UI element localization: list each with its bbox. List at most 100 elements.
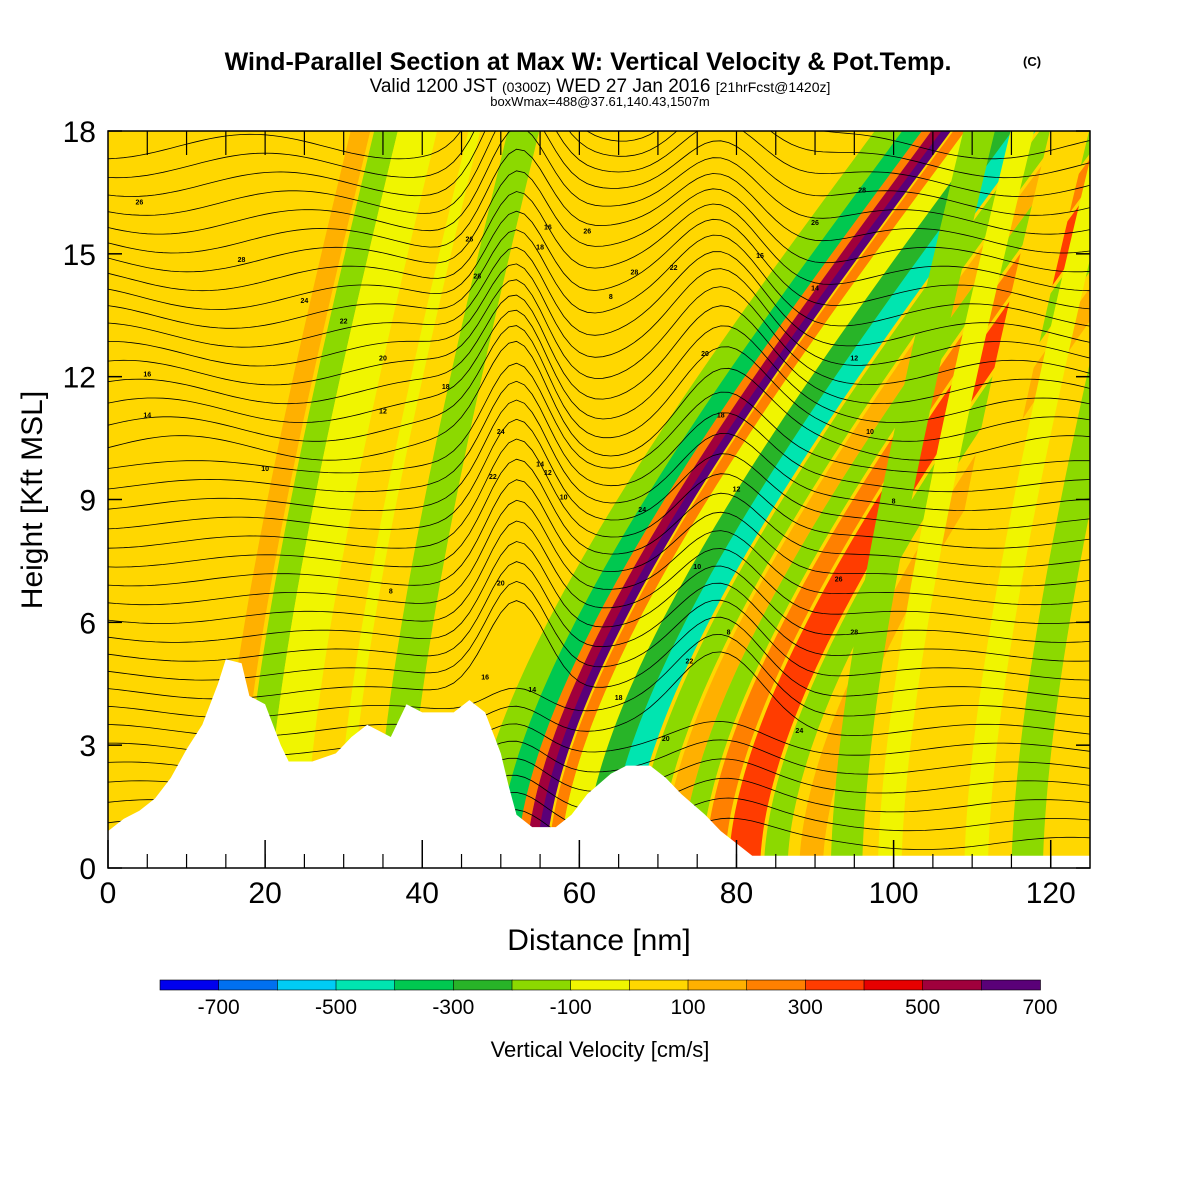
contour-label: 24	[795, 728, 803, 735]
x-axis-label: Distance [nm]	[507, 924, 690, 957]
theta-contour	[108, 148, 1090, 254]
x-axis: 0 20 40 60 80 100 120	[100, 840, 1076, 910]
colorbar-tick-label: 500	[905, 996, 940, 1019]
contour-label: 10	[693, 564, 701, 571]
contour-label: 8	[727, 630, 731, 637]
contour-label: 14	[811, 286, 819, 293]
colorbar-label: Vertical Velocity [cm/s]	[491, 1037, 710, 1062]
colorbar-swatch	[629, 979, 689, 991]
colorbar-swatch	[511, 979, 572, 991]
contour-label: 16	[481, 675, 489, 682]
contour-label: 26	[136, 200, 144, 207]
subtitle-date: WED 27 Jan 2016	[556, 76, 710, 97]
x-tick-label: 0	[100, 877, 117, 910]
contour-label: 18	[442, 384, 450, 391]
colorbar-swatch	[746, 979, 807, 991]
colorbar-swatch	[570, 979, 631, 991]
vv-band	[1050, 552, 1090, 868]
theta-contour	[108, 561, 1090, 662]
colorbar-tick-label: 300	[788, 996, 823, 1019]
chart-subtitle-2: boxWmax=488@37.61,140.43,1507m	[490, 94, 710, 109]
vv-band	[917, 131, 1090, 868]
subtitle-valid: Valid 1200 JST	[370, 76, 498, 97]
contour-label: 22	[340, 318, 348, 325]
theta-contour	[108, 633, 1090, 719]
theta-contour	[108, 438, 1090, 549]
contour-label: 18	[615, 695, 623, 702]
contour-label: 14	[143, 413, 151, 420]
y-tick-label: 9	[79, 485, 96, 518]
contour-label: 20	[701, 351, 709, 358]
colorbar-tick-label: -300	[432, 996, 474, 1019]
contour-label: 20	[379, 355, 387, 362]
theta-contour	[108, 279, 1090, 386]
contour-label: 28	[473, 273, 481, 280]
contour-label: 14	[528, 687, 536, 694]
contour-label: 26	[835, 576, 843, 583]
colorbar-tick-label: 700	[1022, 996, 1057, 1019]
colorbar-tick-label: 100	[670, 996, 705, 1019]
vv-band	[147, 131, 328, 868]
contour-label: 12	[379, 409, 387, 416]
theta-contour	[108, 325, 1090, 442]
plot-area: 26 28 24 22 20 18 16 14 12 10 8 26 28 24 22 20 18 16 14 12 1…	[107, 130, 1091, 869]
theta-contour	[108, 499, 1090, 606]
vv-band	[241, 131, 398, 868]
theta-contour	[108, 263, 1090, 367]
chart-subtitle: Valid 1200 JST (0300Z) WED 27 Jan 2016 […	[370, 76, 831, 97]
chart-title-mark: (C)	[1023, 54, 1041, 69]
y-tick-label: 3	[79, 730, 96, 763]
contour-label: 8	[892, 499, 896, 506]
contour-label: 10	[261, 466, 269, 473]
colorbar-swatch	[453, 979, 513, 991]
contour-label: 22	[489, 474, 497, 481]
contour-label: 26	[583, 228, 591, 235]
vv-band	[265, 131, 438, 868]
terrain	[108, 659, 1090, 868]
x-tick-label: 80	[720, 877, 753, 910]
theta-contour	[108, 600, 1090, 700]
contour-label: 24	[301, 298, 309, 305]
vv-band	[1011, 361, 1090, 868]
colorbar-swatch	[159, 979, 220, 991]
theta-contour	[108, 229, 1090, 329]
theta-contour	[108, 458, 1090, 568]
contour-label: 24	[638, 507, 646, 514]
contour-label: 18	[717, 413, 725, 420]
contour-label: 26	[465, 237, 473, 244]
colorbar-swatch	[863, 979, 924, 991]
contour-label: 12	[850, 355, 858, 362]
colorbar-swatch	[687, 979, 748, 991]
theta-contour	[108, 131, 1090, 235]
colorbar-swatch	[277, 979, 337, 991]
contour-label: 28	[850, 630, 858, 637]
vv-band	[375, 131, 540, 868]
theta-contour	[108, 399, 1090, 512]
contour-label: 16	[756, 253, 764, 260]
contour-label: 22	[685, 658, 693, 665]
x-tick-label: 40	[406, 877, 439, 910]
colorbar-swatch	[805, 979, 865, 991]
theta-contour	[108, 210, 1090, 310]
vv-band	[964, 159, 1090, 868]
colorbar-tick-label: -500	[315, 996, 357, 1019]
contour-label: 26	[811, 220, 819, 227]
theta-contour	[108, 362, 1090, 474]
contour-label: 10	[560, 495, 568, 502]
y-tick-label: 18	[63, 116, 96, 149]
theta-contour	[108, 479, 1090, 587]
colorbar: -700 -500 -300 -100 100 300 500 700	[159, 979, 1058, 1019]
theta-contour	[108, 580, 1090, 681]
theta-contour	[108, 418, 1090, 530]
theta-contour	[108, 131, 1090, 160]
contour-label: 16	[143, 372, 151, 379]
contour-label: 10	[866, 429, 874, 436]
theta-contour	[108, 340, 1090, 461]
theta-contour	[108, 131, 1090, 179]
colorbar-swatch	[981, 979, 1041, 991]
contour-label: 28	[238, 257, 246, 264]
vv-band	[422, 131, 595, 868]
contour-label: 28	[630, 269, 638, 276]
theta-contour	[108, 191, 1090, 292]
